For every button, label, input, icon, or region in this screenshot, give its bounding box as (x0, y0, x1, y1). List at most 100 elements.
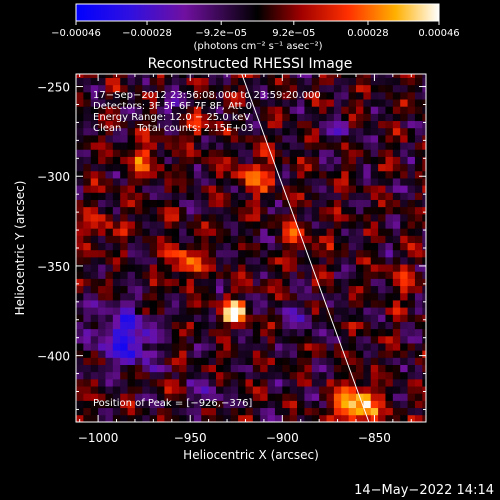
heatmap-cell (171, 185, 180, 193)
heatmap-cell (400, 156, 408, 165)
heatmap-cell (252, 149, 261, 157)
heatmap-cell (289, 149, 298, 157)
heatmap-cell (164, 300, 173, 308)
heatmap-cell (76, 127, 84, 136)
heatmap-cell (186, 185, 195, 193)
heatmap-cell (319, 185, 327, 193)
x-axis-ticks: −1000 −950 −900 −850 (78, 74, 412, 445)
heatmap-cell (157, 328, 165, 337)
heatmap-cell (422, 343, 426, 351)
heatmap-cell (356, 300, 364, 308)
heatmap-cell (112, 99, 121, 107)
heatmap-cell (319, 364, 327, 373)
heatmap-cell (90, 378, 99, 387)
heatmap-cell (238, 185, 246, 193)
heatmap-cell (112, 185, 121, 193)
heatmap-cell (186, 285, 195, 294)
heatmap-cell (216, 185, 224, 193)
heatmap-cell (319, 407, 327, 416)
heatmap-cell (274, 350, 283, 358)
heatmap-cell (326, 292, 335, 301)
heatmap-cell (134, 292, 143, 301)
heatmap-cell (164, 414, 173, 422)
heatmap-cell (142, 264, 151, 272)
heatmap-cell (201, 393, 210, 401)
heatmap-cell (120, 350, 128, 358)
heatmap-cell (193, 134, 202, 143)
heatmap-cell (297, 414, 305, 422)
heatmap-cell (223, 134, 232, 143)
heatmap-cell (297, 321, 305, 330)
heatmap-cell (179, 407, 187, 416)
heatmap-cell (120, 149, 128, 157)
heatmap-cell (319, 106, 327, 114)
heatmap-cell (282, 127, 291, 136)
heatmap-cell (90, 106, 99, 114)
heatmap-cell (356, 163, 364, 172)
heatmap-cell (414, 414, 423, 422)
heatmap-cell (267, 414, 276, 422)
heatmap-cell (363, 357, 372, 365)
heatmap-cell (414, 113, 423, 122)
heatmap-cell (134, 314, 143, 322)
heatmap-cell (333, 407, 342, 416)
heatmap-cell (112, 192, 121, 200)
info-line-time: 17−Sep−2012 23:56:08.000 to 23:59:20.000 (93, 90, 321, 101)
heatmap-cell (267, 343, 276, 351)
heatmap-cell (238, 285, 246, 294)
heatmap-cell (157, 292, 165, 301)
heatmap-cell (311, 228, 320, 236)
heatmap-cell (223, 178, 232, 186)
heatmap-cell (179, 371, 187, 380)
heatmap-cell (171, 221, 180, 229)
heatmap-cell (164, 134, 173, 143)
heatmap-cell (193, 113, 202, 122)
heatmap-cell (120, 414, 128, 422)
heatmap-cell (319, 386, 327, 394)
heatmap-cell (127, 228, 136, 236)
heatmap-cell (142, 378, 151, 387)
heatmap-cell (223, 271, 232, 279)
heatmap-cell (98, 91, 106, 100)
heatmap-cell (134, 386, 143, 394)
heatmap-cell (400, 206, 408, 215)
heatmap-cell (356, 213, 364, 222)
heatmap-cell (356, 314, 364, 322)
heatmap-cell (179, 400, 187, 409)
heatmap-cell (208, 185, 217, 193)
heatmap-cell (157, 400, 165, 409)
heatmap-cell (98, 321, 106, 330)
heatmap-cell (392, 242, 401, 251)
heatmap-cell (378, 185, 386, 193)
heatmap-cell (76, 170, 84, 179)
heatmap-cell (370, 178, 379, 186)
heatmap-cell (267, 371, 276, 380)
heatmap-cell (179, 213, 187, 222)
heatmap-cell (238, 206, 246, 215)
heatmap-cell (392, 120, 401, 129)
heatmap-cell (134, 142, 143, 150)
heatmap-cell (179, 77, 187, 86)
heatmap-cell (193, 149, 202, 157)
heatmap-cell (392, 271, 401, 279)
heatmap-cell (319, 91, 327, 100)
heatmap-cell (333, 271, 342, 279)
heatmap-cell (157, 91, 165, 100)
heatmap-cell (370, 242, 379, 251)
heatmap-cell (193, 192, 202, 200)
heatmap-cell (83, 335, 92, 344)
heatmap-cell (414, 74, 423, 78)
heatmap-cell (208, 364, 217, 373)
heatmap-cell (356, 106, 364, 114)
heatmap-cell (179, 113, 187, 122)
heatmap-cell (193, 378, 202, 387)
heatmap-cell (363, 292, 372, 301)
heatmap-cell (267, 228, 276, 236)
heatmap-cell (274, 343, 283, 351)
heatmap-cell (333, 149, 342, 157)
heatmap-cell (319, 228, 327, 236)
heatmap-cell (142, 357, 151, 365)
heatmap-cell (407, 256, 416, 265)
heatmap-cell (392, 328, 401, 337)
heatmap-cell (164, 113, 173, 122)
